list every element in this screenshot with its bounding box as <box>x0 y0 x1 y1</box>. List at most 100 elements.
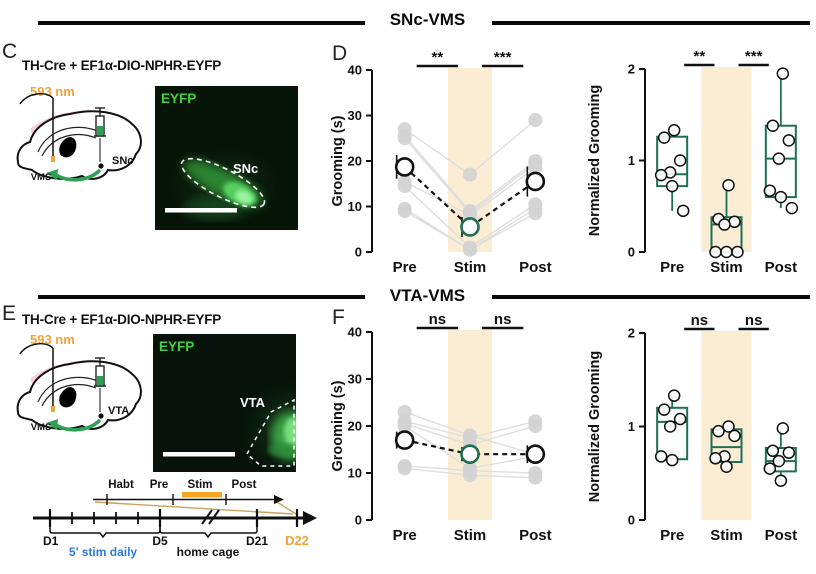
individual-point <box>397 204 412 219</box>
y-tick-label: 30 <box>348 372 362 387</box>
data-point <box>774 474 788 487</box>
y-axis-label: Normalized Grooming <box>587 85 603 236</box>
site-label: VMS <box>31 422 52 433</box>
axis-break <box>208 509 220 525</box>
y-tick-label: 0 <box>628 513 635 528</box>
sig-label: *** <box>745 48 763 65</box>
data-point <box>776 67 790 80</box>
phase-label-post: Post <box>232 479 257 491</box>
individual-point <box>463 468 477 483</box>
region-label: SNc <box>233 161 258 176</box>
individual-point <box>528 419 543 433</box>
individual-point <box>528 160 543 175</box>
header-rule-right-vta <box>492 295 810 299</box>
stim-daily-label: 5' stim daily <box>69 545 138 559</box>
brain-schematic-snc: VMS SNc <box>16 92 142 183</box>
day-label-d1: D1 <box>43 534 59 548</box>
axis-break <box>201 509 213 525</box>
individual-point <box>397 419 412 433</box>
header-rule-left-snc <box>38 21 365 25</box>
region-dashed-outline <box>180 157 266 209</box>
mean-point <box>394 157 415 177</box>
bracket-home-cage <box>159 524 258 539</box>
data-point <box>785 201 799 215</box>
wavelength-label-c: 593 nm <box>30 84 75 99</box>
y-tick-label: 1 <box>628 153 635 168</box>
site-label: VMS <box>31 172 52 183</box>
data-point <box>665 179 679 193</box>
wedge-line-right <box>276 501 297 515</box>
data-point <box>657 403 671 416</box>
category-label: Pre <box>393 259 417 276</box>
sig-label: ns <box>429 312 447 328</box>
mean-line <box>403 166 536 229</box>
category-label: Post <box>519 527 552 544</box>
y-tick-label: 30 <box>348 108 362 123</box>
testday-arrowhead <box>274 495 284 504</box>
section-title-snc: SNc-VMS <box>389 10 466 29</box>
y-axis-label: Normalized Grooming <box>587 351 603 502</box>
region-label: VTA <box>240 395 266 410</box>
sig-label: ** <box>693 48 705 65</box>
stim-highlight-band <box>448 330 492 520</box>
fiber-tip <box>51 156 55 162</box>
brain-schematic-vta: VMS VTA <box>16 342 142 433</box>
inner-curve-2 <box>41 134 97 157</box>
data-point <box>728 429 741 443</box>
y-axis-label: Grooming (s) <box>330 380 346 471</box>
category-label: Stim <box>454 527 487 544</box>
snc-fluorescent-region <box>180 157 266 209</box>
category-label: Post <box>519 259 552 276</box>
panel-letter-c: C <box>2 40 18 63</box>
bracket-stim-daily <box>49 524 161 539</box>
wedge-line-left <box>94 501 294 515</box>
individual-point <box>463 167 477 182</box>
data-point <box>673 412 687 426</box>
data-point <box>718 218 731 231</box>
experiment-timeline: Habt Pre Stim Post D1 D5 D21 D22 5' stim… <box>33 479 317 559</box>
day-label-d21: D21 <box>246 534 268 548</box>
injection-site-dot <box>98 163 104 169</box>
sig-label: ns <box>691 312 709 329</box>
data-point <box>657 131 671 144</box>
syringe-icon <box>94 357 106 412</box>
panel-letter-f: F <box>332 306 345 329</box>
individual-point <box>528 113 543 128</box>
y-tick-label: 20 <box>348 154 362 169</box>
dark-nucleus <box>59 387 77 408</box>
fluorescence-image-snc: EYFP SNc <box>155 86 298 230</box>
data-point <box>667 124 681 137</box>
individual-point <box>397 179 412 194</box>
individual-point <box>528 206 543 221</box>
box <box>764 447 797 473</box>
data-point <box>766 444 780 458</box>
panel-letter-d: D <box>332 42 348 65</box>
fluorescence-dim <box>268 443 296 457</box>
inner-curve-2 <box>41 384 97 407</box>
phase-label-stim: Stim <box>188 479 213 491</box>
individual-point <box>528 470 543 485</box>
data-point <box>712 424 725 438</box>
chart-vta-normalized-grooming: 0 1 2 Normalized Grooming Pre Stim Post ns ns <box>587 312 797 544</box>
data-point <box>654 450 668 463</box>
data-point <box>763 462 777 475</box>
fluorescence-image-vta: EYFP VTA <box>153 334 296 472</box>
data-point <box>720 460 733 473</box>
chart-vta-grooming-timecourse: 0 10 20 30 40 Grooming (s) Pre Stim Post ns ns <box>330 312 552 544</box>
individual-point <box>397 131 412 146</box>
target-label: VTA <box>108 405 129 417</box>
day-label-d22: D22 <box>285 533 309 548</box>
region-dashed-outline <box>246 398 295 467</box>
header-rule-right-snc <box>492 21 810 25</box>
data-point <box>774 190 788 204</box>
section-title-vta: VTA-VMS <box>389 286 466 305</box>
construct-label-c: TH-Cre + EF1α-DIO-NPHR-EYFP <box>22 58 222 73</box>
category-label: Pre <box>660 259 684 276</box>
data-point <box>782 446 796 459</box>
data-point <box>772 152 786 165</box>
y-tick-label: 0 <box>355 245 362 260</box>
brain-outline <box>16 110 142 180</box>
